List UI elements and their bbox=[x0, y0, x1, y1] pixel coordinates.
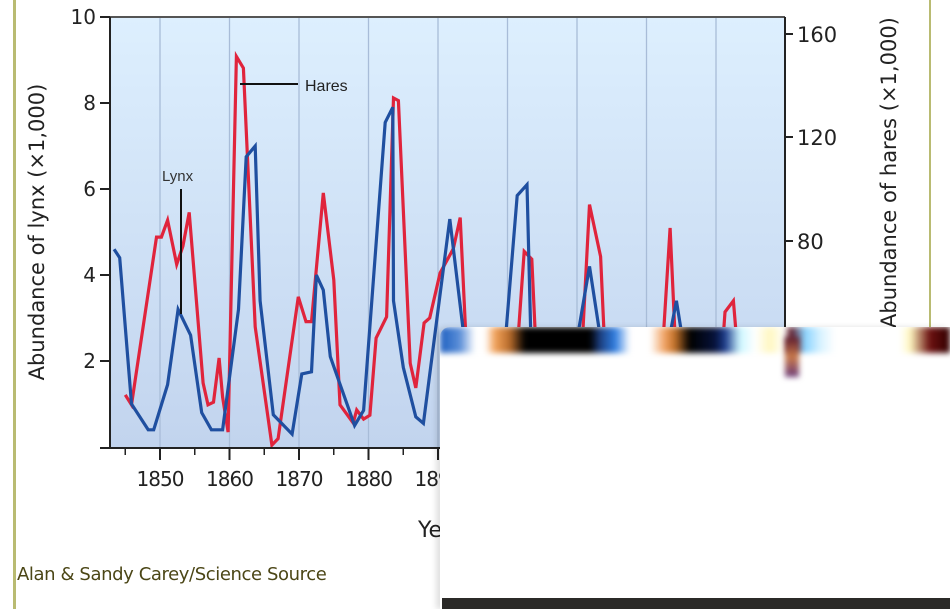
y-left-tick-label: 8 bbox=[83, 91, 96, 115]
hares-label: Hares bbox=[305, 78, 348, 95]
y-right-tick-label: 160 bbox=[797, 23, 837, 47]
popup-thumbnail-blur bbox=[785, 337, 799, 377]
y-left-tick-label: 6 bbox=[83, 177, 96, 201]
overlay-popup[interactable] bbox=[440, 327, 950, 609]
lynx-annotation: Lynx bbox=[162, 168, 194, 314]
lynx-label: Lynx bbox=[162, 168, 194, 185]
page-border-left bbox=[13, 0, 16, 609]
y-left-tick-label: 10 bbox=[71, 5, 96, 29]
y-right-tick-label: 80 bbox=[797, 230, 824, 254]
series-line-hares bbox=[123, 50, 740, 448]
y-left-tick-label: 2 bbox=[83, 349, 96, 373]
x-tick-label: 1870 bbox=[276, 467, 323, 491]
popup-thumbnail-strip bbox=[440, 327, 950, 353]
y-left-tick-label: 4 bbox=[83, 263, 96, 287]
x-tick-label: 1860 bbox=[206, 467, 253, 491]
hares-annotation: Hares bbox=[240, 78, 348, 95]
image-credit-caption: Alan & Sandy Carey/Science Source bbox=[17, 564, 327, 585]
y-right-tick-label: 120 bbox=[797, 126, 837, 150]
y-right-label: Abundance of hares (×1,000) bbox=[877, 17, 901, 328]
page-border-right bbox=[929, 0, 931, 609]
x-tick-label: 1880 bbox=[345, 467, 392, 491]
y-left-label: Abundance of lynx (×1,000) bbox=[25, 84, 49, 381]
popup-bottom-bar bbox=[442, 598, 950, 609]
series-line-lynx bbox=[112, 106, 686, 438]
x-tick-label: 1850 bbox=[137, 467, 184, 491]
